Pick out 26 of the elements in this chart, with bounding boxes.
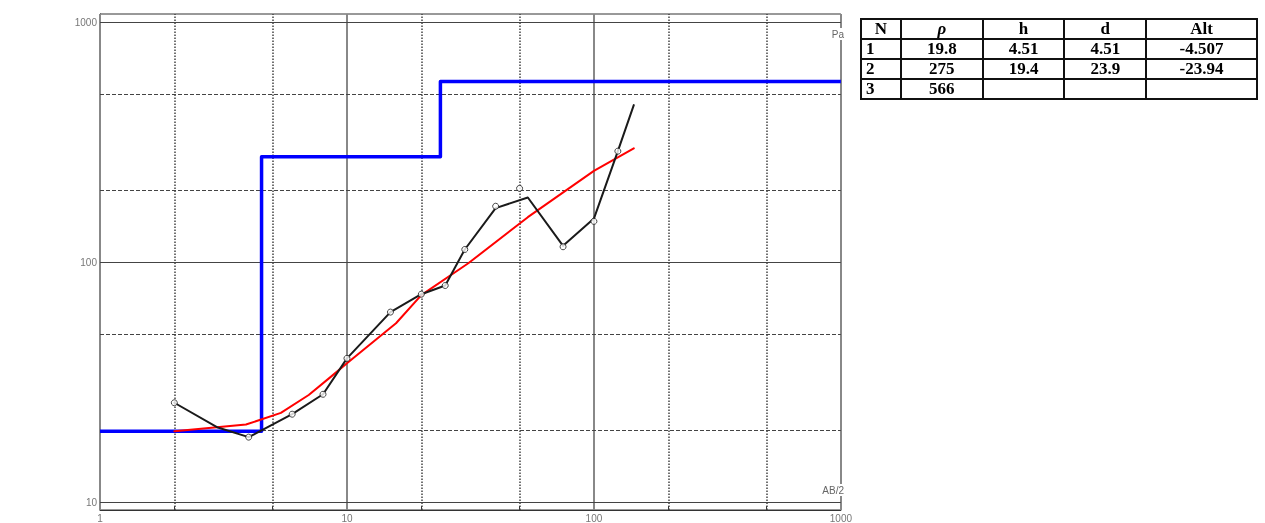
category-label: h (982, 19, 1065, 39)
text: 275 (929, 59, 955, 78)
text: 19.4 (1008, 59, 1039, 78)
category-label: d (1064, 19, 1147, 39)
text: -4.507 (1179, 39, 1224, 58)
category-label: ρ (901, 19, 983, 39)
text: 19.8 (926, 39, 957, 58)
x-axis-title: AB/2 (822, 484, 845, 496)
x-tick-label: 1 (97, 512, 104, 523)
x-tick-label: 100 (585, 512, 603, 523)
text: 1 (866, 39, 875, 58)
x-tick-label: 1000 (829, 512, 853, 523)
category-label: N (861, 19, 901, 39)
text: 566 (929, 79, 955, 98)
y-tick-label: 10 (85, 496, 98, 508)
text: 4.51 (1008, 39, 1039, 58)
text: 23.9 (1090, 59, 1121, 78)
text: 2 (866, 59, 875, 78)
y-tick-label: 1000 (74, 16, 98, 28)
x-tick-label: 10 (341, 512, 353, 523)
y-tick-label: 100 (80, 256, 98, 268)
y-axis-title: Pa (831, 28, 845, 40)
text: 3 (866, 79, 875, 98)
text: 4.51 (1090, 39, 1121, 58)
text: -23.94 (1179, 59, 1224, 78)
category-label: Alt (1146, 19, 1257, 39)
